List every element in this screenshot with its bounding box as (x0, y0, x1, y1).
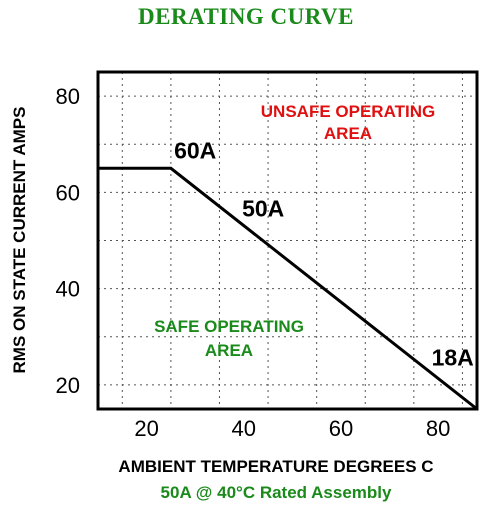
curve-annotation-label: 18A (432, 345, 474, 371)
y-tick-label: 60 (56, 180, 80, 205)
plot-frame (96, 70, 479, 411)
y-tick-label: 20 (56, 373, 80, 398)
safe-region-label-line-2: AREA (205, 341, 253, 360)
chart-subtitle: 50A @ 40°C Rated Assembly (160, 483, 392, 502)
grid (98, 72, 477, 409)
x-tick-label: 40 (232, 416, 256, 441)
curve-annotation-label: 60A (174, 138, 216, 164)
chart-title: DERATING CURVE (138, 4, 354, 29)
x-tick-label: 60 (329, 416, 353, 441)
y-tick-label: 80 (56, 84, 80, 109)
y-tick-label: 40 (56, 277, 80, 302)
axis-ticks: 20 40 60 80 20 40 60 80 (56, 84, 451, 441)
derating-curve-line (98, 166, 478, 411)
curve-annotations: 60A 50A 18A (174, 138, 474, 371)
unsafe-region-label-line-1: UNSAFE OPERATING (261, 102, 435, 121)
y-axis-label: RMS ON STATE CURRENT AMPS (10, 107, 29, 374)
x-tick-label: 20 (134, 416, 158, 441)
x-axis-label: AMBIENT TEMPERATURE DEGREES C (118, 457, 434, 476)
unsafe-region-label-line-2: AREA (324, 124, 372, 143)
safe-region-label-line-1: SAFE OPERATING (154, 317, 304, 336)
x-tick-label: 80 (426, 416, 450, 441)
curve-annotation-label: 50A (242, 195, 284, 221)
